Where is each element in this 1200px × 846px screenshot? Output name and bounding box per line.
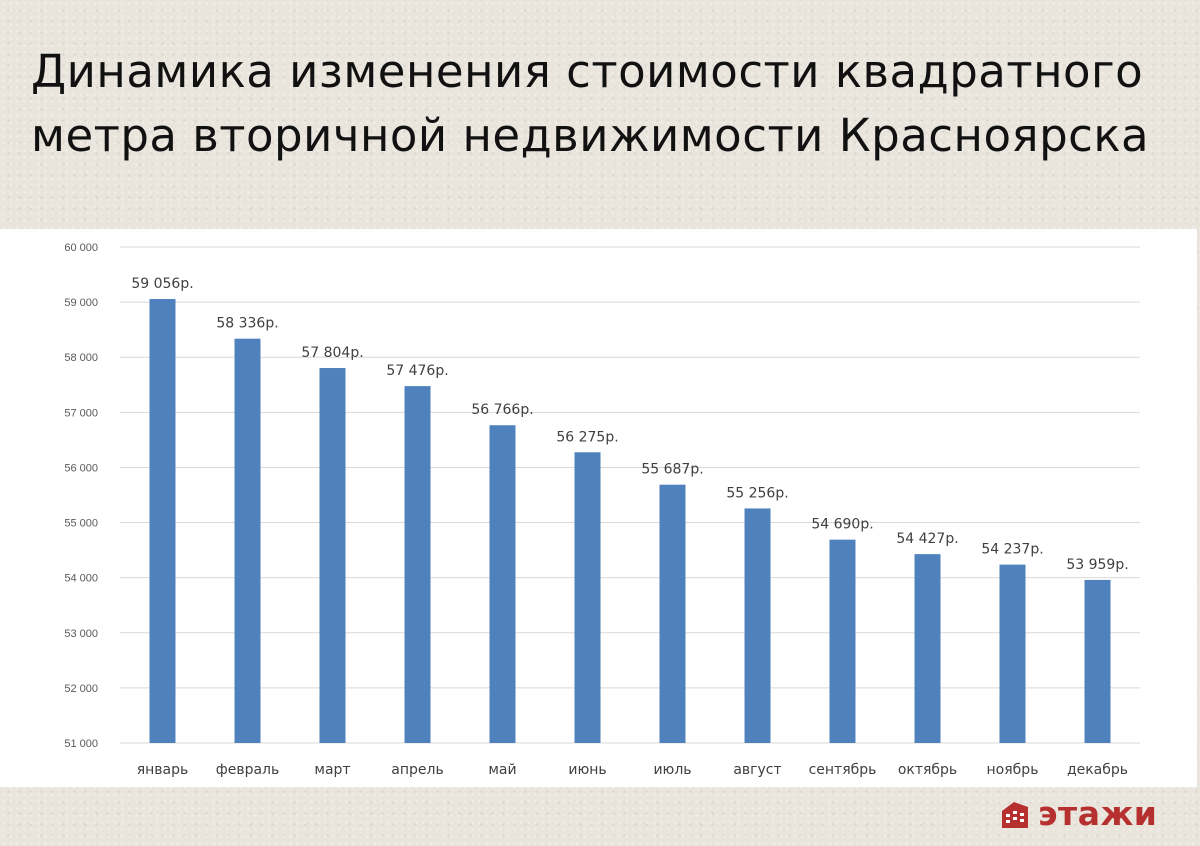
x-tick-label: декабрь — [1067, 762, 1128, 778]
x-tick-label: сентябрь — [809, 762, 877, 778]
bars — [149, 299, 1111, 743]
data-label: 53 959р. — [1066, 557, 1128, 573]
data-label: 55 256р. — [726, 485, 788, 501]
bar — [234, 338, 261, 743]
x-tick-label: июнь — [568, 762, 606, 778]
y-axis: 51 000 52 000 53 000 54 000 55 000 56 000 57 0… — [64, 242, 98, 750]
brand-logo: этажи — [1000, 792, 1157, 836]
building-icon — [1002, 802, 1028, 828]
data-label: 54 427р. — [896, 531, 958, 547]
y-gridlines — [120, 246, 1140, 744]
bar — [744, 508, 771, 743]
y-tick-label: 57 000 — [64, 407, 98, 419]
y-tick-label: 60 000 — [64, 242, 98, 254]
data-label: 55 687р. — [641, 462, 703, 478]
y-tick-label: 53 000 — [64, 628, 98, 640]
data-label: 59 056р. — [131, 276, 193, 292]
bar — [999, 564, 1026, 743]
bar — [659, 484, 686, 743]
bar — [149, 299, 176, 743]
data-label: 58 336р. — [216, 316, 278, 332]
y-tick-label: 54 000 — [64, 573, 98, 585]
x-tick-label: апрель — [391, 762, 443, 778]
brand-name: этажи — [1038, 794, 1158, 833]
data-label: 56 275р. — [556, 429, 618, 445]
x-tick-label: август — [733, 762, 781, 778]
bar — [914, 554, 941, 743]
y-tick-label: 56 000 — [64, 462, 98, 474]
y-tick-label: 52 000 — [64, 683, 98, 695]
y-tick-label: 51 000 — [64, 738, 98, 750]
bar — [574, 452, 601, 743]
y-tick-label: 58 000 — [64, 352, 98, 364]
title-line-1: Динамика изменения стоимости квадратного — [31, 45, 1144, 98]
slide-title: Динамика изменения стоимости квадратного… — [31, 40, 1181, 168]
bar — [404, 386, 431, 743]
data-label: 57 804р. — [301, 345, 363, 361]
bar — [319, 368, 346, 743]
chart-panel: 51 000 52 000 53 000 54 000 55 000 56 000 57 0… — [0, 229, 1197, 787]
data-label: 57 476р. — [386, 363, 448, 379]
x-tick-label: июль — [653, 762, 691, 778]
title-line-2: метра вторичной недвижимости Красноярска — [31, 109, 1150, 162]
bar-chart: 51 000 52 000 53 000 54 000 55 000 56 000 57 0… — [64, 242, 1140, 778]
data-label: 54 690р. — [811, 517, 873, 533]
bar — [1084, 579, 1111, 743]
data-label: 56 766р. — [471, 402, 533, 418]
x-axis: январь февраль март апрель май июнь июль август… — [137, 762, 1128, 778]
data-label: 54 237р. — [981, 542, 1043, 558]
bar — [829, 539, 856, 743]
y-tick-label: 55 000 — [64, 518, 98, 530]
x-tick-label: январь — [137, 762, 189, 778]
x-tick-label: март — [314, 762, 350, 778]
x-tick-label: ноябрь — [987, 762, 1039, 778]
y-tick-label: 59 000 — [64, 297, 98, 309]
bar — [489, 425, 516, 743]
x-tick-label: октябрь — [898, 762, 957, 778]
x-tick-label: май — [488, 762, 516, 778]
x-tick-label: февраль — [216, 762, 280, 778]
data-labels: 59 056р. 58 336р. 57 804р. 57 476р. 56 766р.… — [131, 276, 1128, 573]
